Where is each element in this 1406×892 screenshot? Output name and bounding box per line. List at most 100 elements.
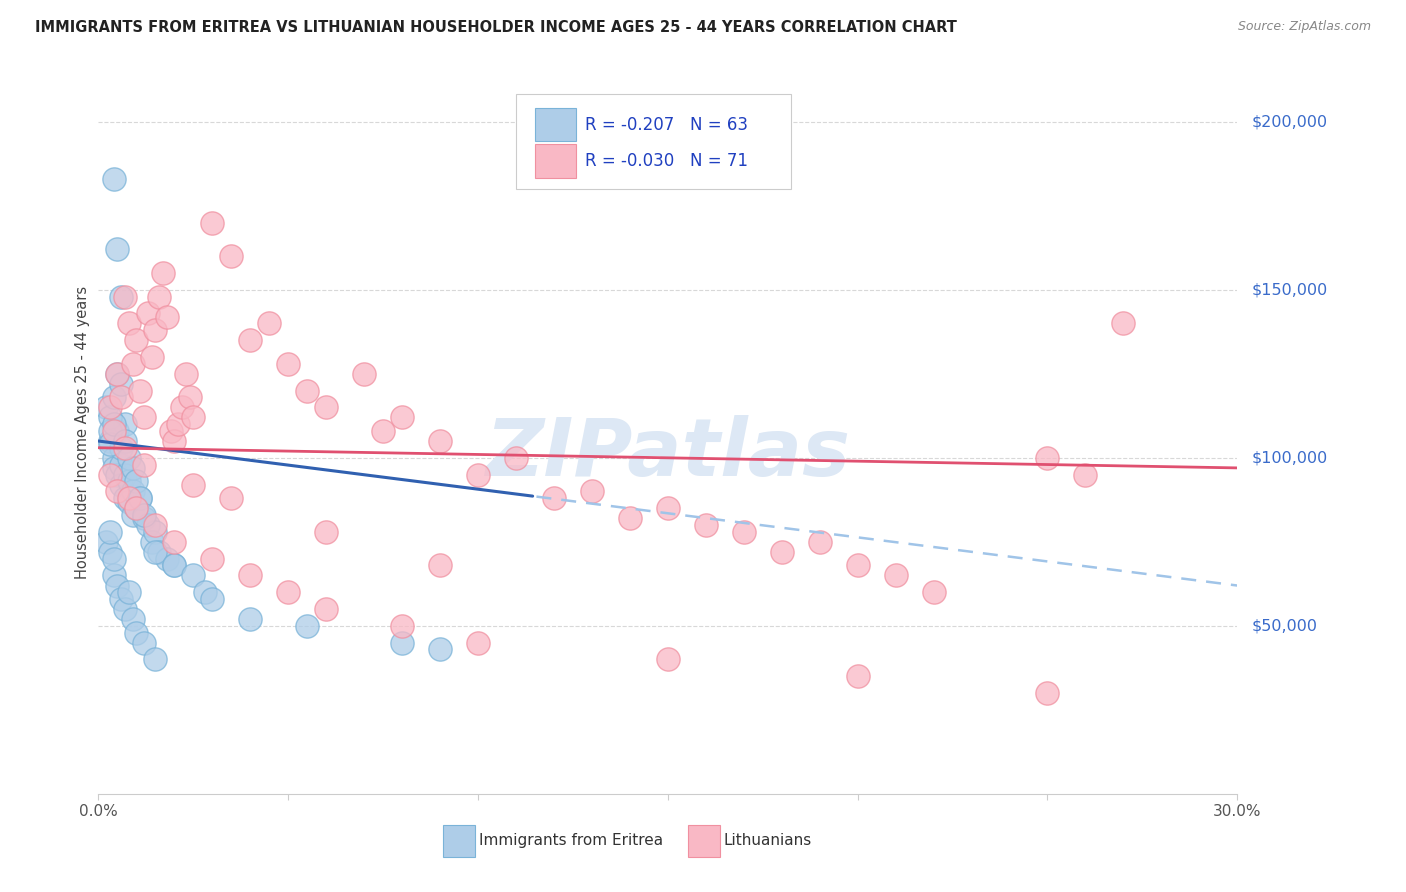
Point [159, 424, 181, 438]
Point [163, 534, 186, 549]
Point [1036, 686, 1059, 700]
Point [145, 652, 167, 666]
Point [114, 417, 136, 432]
Point [201, 216, 224, 230]
Point [132, 511, 155, 525]
Point [846, 669, 869, 683]
Point [221, 249, 243, 263]
Text: $150,000: $150,000 [1251, 282, 1327, 297]
Point [884, 568, 907, 582]
Point [179, 390, 201, 404]
Point [118, 317, 141, 331]
Point [98, 410, 121, 425]
Point [770, 545, 793, 559]
Point [110, 477, 132, 491]
Point [107, 367, 129, 381]
Point [148, 545, 170, 559]
Point [125, 625, 148, 640]
Point [353, 367, 375, 381]
Point [221, 491, 243, 505]
Point [174, 367, 197, 381]
Point [114, 441, 136, 455]
Point [94, 401, 117, 415]
Point [657, 501, 679, 516]
Point [145, 524, 167, 539]
Point [145, 518, 167, 533]
Point [118, 585, 141, 599]
Point [619, 511, 641, 525]
Text: $200,000: $200,000 [1251, 114, 1327, 129]
Point [110, 458, 132, 472]
Text: Immigrants from Eritrea: Immigrants from Eritrea [479, 833, 662, 848]
Point [391, 410, 413, 425]
Point [114, 467, 136, 482]
Point [132, 635, 155, 649]
Text: Lithuanians: Lithuanians [724, 833, 811, 848]
Point [132, 410, 155, 425]
Point [110, 390, 132, 404]
Text: ZIPatlas: ZIPatlas [485, 416, 851, 493]
Point [132, 508, 155, 522]
Text: R = -0.207   N = 63: R = -0.207 N = 63 [585, 116, 748, 134]
Point [103, 390, 125, 404]
Point [371, 424, 394, 438]
Point [201, 591, 224, 606]
Point [315, 524, 337, 539]
Point [114, 289, 136, 303]
Point [163, 434, 186, 448]
Point [98, 401, 121, 415]
Point [103, 551, 125, 566]
Point [103, 450, 125, 465]
Point [467, 467, 489, 482]
Point [98, 524, 121, 539]
Point [125, 501, 148, 516]
Point [297, 384, 319, 398]
Point [132, 458, 155, 472]
Point [107, 484, 129, 499]
Point [183, 568, 205, 582]
Point [103, 172, 125, 186]
Point [194, 585, 217, 599]
Point [277, 357, 299, 371]
Point [118, 475, 141, 489]
Point [239, 612, 262, 626]
Point [141, 534, 163, 549]
Point [129, 491, 152, 505]
Point [581, 484, 603, 499]
Point [467, 635, 489, 649]
Point [163, 558, 186, 573]
Point [391, 619, 413, 633]
Point [94, 534, 117, 549]
Point [505, 450, 527, 465]
Point [107, 424, 129, 438]
Point [183, 477, 205, 491]
FancyBboxPatch shape [534, 145, 575, 178]
Point [141, 350, 163, 364]
Point [429, 642, 451, 657]
Point [239, 568, 262, 582]
Point [103, 568, 125, 582]
Point [156, 551, 179, 566]
Point [543, 491, 565, 505]
Point [808, 534, 831, 549]
Point [163, 558, 186, 573]
Point [259, 317, 281, 331]
Point [121, 508, 143, 522]
FancyBboxPatch shape [443, 825, 475, 856]
Point [118, 491, 141, 505]
Point [107, 578, 129, 592]
Text: $100,000: $100,000 [1251, 450, 1327, 466]
Point [121, 357, 143, 371]
Point [239, 333, 262, 347]
Point [103, 424, 125, 438]
Point [733, 524, 755, 539]
Point [201, 551, 224, 566]
Point [922, 585, 945, 599]
Point [1112, 317, 1135, 331]
Point [136, 306, 159, 320]
Point [429, 558, 451, 573]
Point [125, 333, 148, 347]
Point [148, 289, 170, 303]
Point [121, 484, 143, 499]
Point [1036, 450, 1059, 465]
